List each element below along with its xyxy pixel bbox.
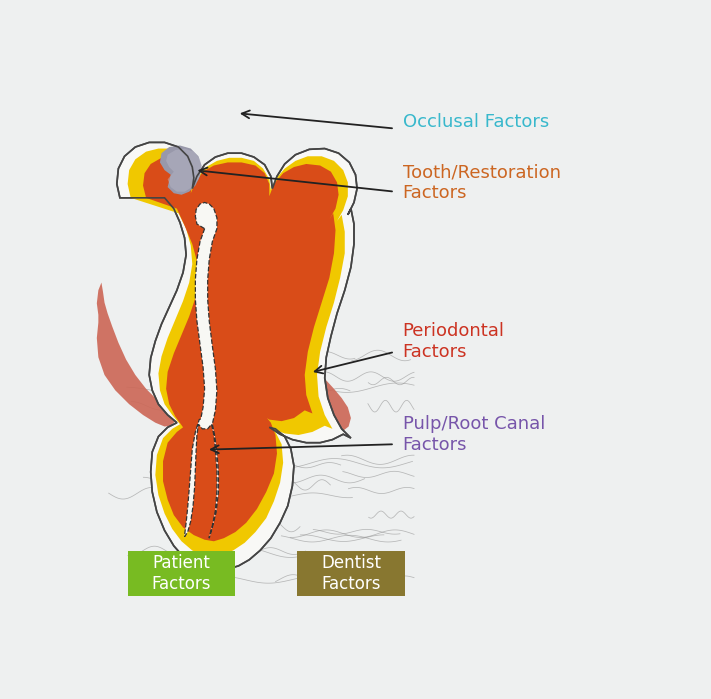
Text: Occlusal Factors: Occlusal Factors [402,113,549,131]
FancyBboxPatch shape [127,552,235,596]
Polygon shape [143,157,338,541]
Text: Tooth/Restoration
Factors: Tooth/Restoration Factors [402,163,560,202]
Text: Patient
Factors: Patient Factors [151,554,211,593]
Polygon shape [97,282,176,426]
Polygon shape [160,145,201,195]
FancyBboxPatch shape [297,552,405,596]
Polygon shape [277,329,351,437]
Text: Periodontal
Factors: Periodontal Factors [402,322,505,361]
Text: Dentist
Factors: Dentist Factors [321,554,381,593]
Text: Pulp/Root Canal
Factors: Pulp/Root Canal Factors [402,415,545,454]
Polygon shape [166,149,201,192]
Polygon shape [127,149,348,556]
Polygon shape [185,203,218,538]
Polygon shape [117,143,357,570]
